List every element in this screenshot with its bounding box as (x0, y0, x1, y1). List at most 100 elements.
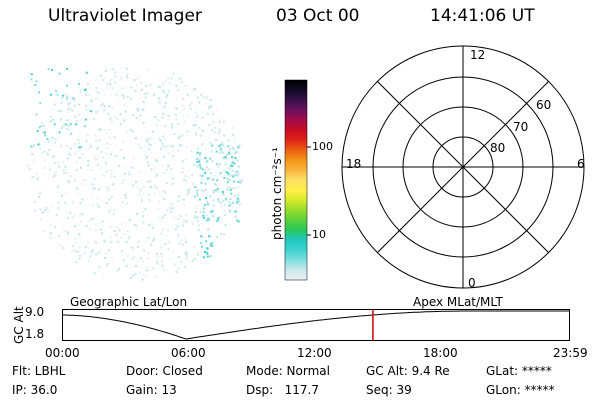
image-pixel (71, 110, 74, 113)
image-pixel (214, 127, 217, 129)
image-pixel (160, 232, 163, 235)
image-pixel (211, 129, 214, 132)
image-pixel (116, 240, 119, 243)
image-pixel (229, 178, 232, 181)
image-pixel (94, 157, 96, 160)
image-pixel (208, 219, 211, 222)
mlt-label-6: 6 (577, 157, 585, 171)
image-pixel (64, 230, 67, 233)
image-pixel (131, 179, 134, 182)
image-pixel (164, 214, 167, 217)
image-pixel (160, 260, 163, 263)
image-pixel (153, 184, 156, 187)
image-pixel (96, 158, 99, 161)
image-pixel (177, 89, 180, 92)
image-pixel (55, 131, 58, 134)
image-pixel (205, 114, 207, 116)
image-pixel (237, 194, 240, 197)
image-pixel (193, 106, 196, 109)
image-pixel (217, 165, 219, 168)
image-pixel (55, 90, 58, 93)
auroral-image (26, 66, 244, 281)
x-tick-2359: 23:59 (553, 346, 588, 360)
image-pixel (131, 130, 134, 133)
image-pixel (217, 197, 220, 200)
image-pixel (162, 228, 165, 231)
image-pixel (173, 216, 176, 219)
colorbar-tick-100: 100 (312, 140, 333, 153)
image-pixel (133, 79, 136, 82)
timeline-y-label: GC Alt (12, 306, 26, 344)
image-pixel (227, 178, 230, 181)
image-pixel (103, 240, 106, 243)
image-pixel (202, 214, 205, 217)
image-pixel (98, 222, 101, 225)
image-pixel (169, 168, 172, 171)
image-pixel (46, 138, 49, 140)
image-pixel (198, 198, 201, 201)
image-pixel (214, 183, 217, 186)
status-door: Door: Closed (126, 364, 203, 378)
image-pixel (63, 123, 66, 126)
image-pixel (175, 117, 178, 120)
image-pixel (223, 170, 226, 172)
image-pixel (110, 169, 113, 172)
image-pixel (183, 120, 186, 123)
image-pixel (209, 195, 212, 198)
globe-caption: Geographic Lat/Lon (70, 295, 188, 309)
image-pixel (185, 158, 188, 161)
image-pixel (182, 224, 185, 227)
image-pixel (62, 160, 64, 163)
image-pixel (160, 246, 163, 249)
image-pixel (61, 168, 64, 171)
image-pixel (74, 115, 77, 118)
image-pixel (190, 107, 193, 110)
image-pixel (161, 164, 164, 167)
image-pixel (77, 138, 80, 141)
image-pixel (52, 205, 55, 208)
image-pixel (66, 145, 69, 147)
image-pixel (90, 99, 93, 101)
image-pixel (150, 243, 153, 246)
image-pixel (174, 264, 177, 267)
image-pixel (135, 117, 138, 120)
image-pixel (150, 137, 153, 140)
image-pixel (199, 152, 202, 155)
polar-grid (341, 45, 585, 289)
status-dsp: Dsp: 117.7 (246, 383, 319, 397)
image-pixel (142, 215, 145, 218)
image-pixel (39, 218, 42, 221)
image-pixel (241, 180, 244, 183)
image-pixel (170, 210, 173, 213)
image-pixel (224, 197, 227, 200)
image-pixel (82, 179, 85, 182)
image-pixel (208, 105, 211, 108)
image-pixel (120, 236, 123, 239)
image-pixel (51, 69, 53, 72)
image-pixel (213, 239, 216, 242)
image-pixel (200, 242, 203, 244)
image-pixel (57, 110, 60, 113)
image-pixel (142, 121, 145, 124)
image-pixel (187, 190, 190, 193)
image-pixel (47, 149, 50, 152)
image-pixel (90, 145, 92, 148)
image-pixel (142, 101, 145, 103)
image-pixel (211, 160, 214, 163)
image-pixel (180, 260, 183, 263)
image-pixel (200, 235, 203, 238)
image-pixel (64, 201, 67, 204)
image-pixel (172, 177, 175, 180)
image-pixel (201, 173, 204, 176)
image-pixel (154, 172, 157, 175)
image-pixel (138, 193, 141, 196)
image-pixel (154, 116, 157, 119)
image-pixel (121, 182, 124, 185)
image-pixel (231, 127, 234, 130)
image-pixel (167, 229, 170, 232)
image-pixel (177, 149, 180, 152)
image-pixel (105, 265, 108, 267)
image-pixel (204, 204, 206, 207)
image-pixel (153, 237, 156, 240)
image-pixel (189, 186, 192, 189)
